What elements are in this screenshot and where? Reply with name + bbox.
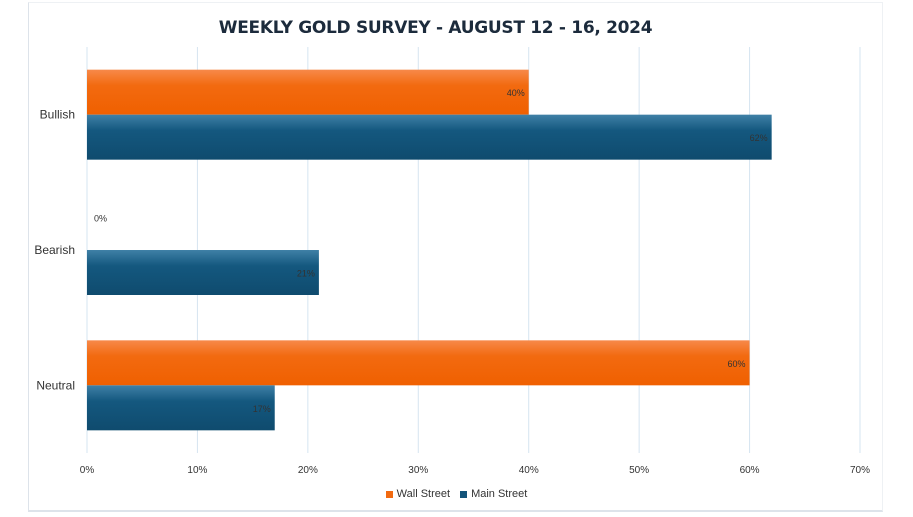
chart-legend: Wall Street Main Street [0,488,913,500]
data-label: 40% [507,88,525,98]
chart-title: WEEKLY GOLD SURVEY - AUGUST 12 - 16, 202… [218,18,653,38]
category-label: Bearish [34,243,75,257]
x-tick-label: 0% [80,465,95,476]
x-tick-label: 70% [850,465,870,476]
category-label: Neutral [36,378,75,392]
data-label: 62% [750,133,768,143]
x-tick-label: 20% [298,465,318,476]
x-tick-label: 40% [519,465,539,476]
legend-swatch-wall-street [385,490,393,498]
data-label: 17% [253,404,271,414]
bar-wall-street [87,69,529,115]
x-tick-label: 60% [740,465,760,476]
x-tick-label: 50% [629,465,649,476]
data-label: 0% [94,214,107,224]
x-tick-label: 30% [408,465,428,476]
category-label: Bullish [40,108,75,122]
data-label: 21% [297,269,315,279]
bar-main-street [87,385,275,431]
bar-main-street [87,114,772,160]
bar-wall-street [87,340,750,386]
legend-item-wall-street: Wall Street [385,488,451,500]
data-label: 60% [728,359,746,369]
legend-label-wall-street: Wall Street [396,488,451,500]
x-tick-label: 10% [187,465,207,476]
legend-label-main-street: Main Street [471,488,528,500]
legend-swatch-main-street [460,490,468,498]
legend-item-main-street: Main Street [460,488,527,500]
bar-main-street [87,250,319,295]
